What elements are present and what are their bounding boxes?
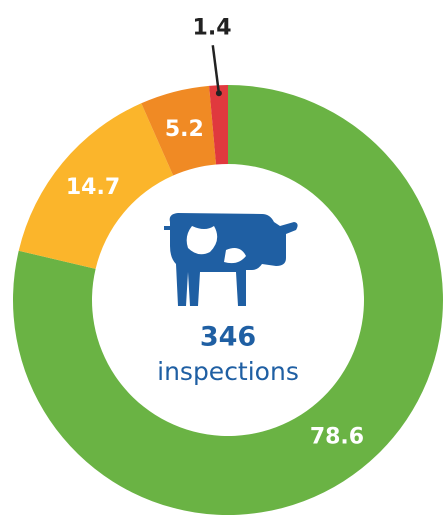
segment-label: 14.7 — [66, 175, 120, 200]
donut-segment — [209, 85, 228, 165]
segment-label: 1.4 — [193, 15, 232, 40]
donut-segment — [18, 103, 174, 269]
leader-line — [211, 45, 221, 94]
donut-segment — [12, 85, 443, 515]
center-value: 346 — [200, 322, 256, 353]
leader-dot — [215, 90, 222, 97]
segment-label: 78.6 — [310, 425, 364, 450]
cow-icon — [164, 213, 298, 306]
segment-label: 5.2 — [165, 117, 204, 142]
center-caption: inspections — [157, 357, 299, 386]
donut-segment — [141, 85, 217, 176]
